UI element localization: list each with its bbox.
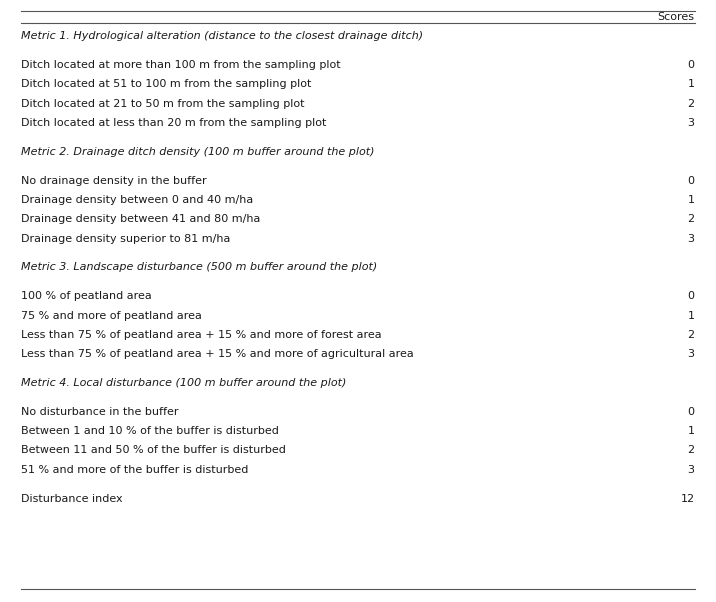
Text: 2: 2 — [687, 99, 695, 109]
Text: 0: 0 — [687, 407, 695, 417]
Text: 2: 2 — [687, 214, 695, 225]
Text: 2: 2 — [687, 330, 695, 340]
Text: Disturbance index: Disturbance index — [21, 494, 123, 504]
Text: 3: 3 — [687, 465, 695, 475]
Text: Drainage density between 41 and 80 m/ha: Drainage density between 41 and 80 m/ha — [21, 214, 261, 225]
Text: 100 % of peatland area: 100 % of peatland area — [21, 291, 153, 302]
Text: Less than 75 % of peatland area + 15 % and more of forest area: Less than 75 % of peatland area + 15 % a… — [21, 330, 382, 340]
Text: 75 % and more of peatland area: 75 % and more of peatland area — [21, 311, 203, 321]
Text: Ditch located at less than 20 m from the sampling plot: Ditch located at less than 20 m from the… — [21, 118, 327, 128]
Text: No disturbance in the buffer: No disturbance in the buffer — [21, 407, 179, 417]
Text: Metric 3. Landscape disturbance (500 m buffer around the plot): Metric 3. Landscape disturbance (500 m b… — [21, 262, 378, 273]
Text: Less than 75 % of peatland area + 15 % and more of agricultural area: Less than 75 % of peatland area + 15 % a… — [21, 349, 415, 359]
Text: Metric 4. Local disturbance (100 m buffer around the plot): Metric 4. Local disturbance (100 m buffe… — [21, 378, 347, 388]
Text: Scores: Scores — [657, 12, 695, 22]
Text: Ditch located at 51 to 100 m from the sampling plot: Ditch located at 51 to 100 m from the sa… — [21, 79, 312, 90]
Text: 51 % and more of the buffer is disturbed: 51 % and more of the buffer is disturbed — [21, 465, 249, 475]
Text: 1: 1 — [687, 311, 695, 321]
Text: 0: 0 — [687, 176, 695, 186]
Text: Drainage density superior to 81 m/ha: Drainage density superior to 81 m/ha — [21, 234, 231, 244]
Text: 3: 3 — [687, 234, 695, 244]
Text: Drainage density between 0 and 40 m/ha: Drainage density between 0 and 40 m/ha — [21, 195, 253, 205]
Text: 3: 3 — [687, 118, 695, 128]
Text: Ditch located at 21 to 50 m from the sampling plot: Ditch located at 21 to 50 m from the sam… — [21, 99, 305, 109]
Text: 1: 1 — [687, 195, 695, 205]
Text: 1: 1 — [687, 426, 695, 436]
Text: 12: 12 — [680, 494, 695, 504]
Text: Metric 1. Hydrological alteration (distance to the closest drainage ditch): Metric 1. Hydrological alteration (dista… — [21, 31, 424, 42]
Text: Ditch located at more than 100 m from the sampling plot: Ditch located at more than 100 m from th… — [21, 60, 341, 70]
Text: Between 11 and 50 % of the buffer is disturbed: Between 11 and 50 % of the buffer is dis… — [21, 445, 286, 456]
Text: 0: 0 — [687, 291, 695, 302]
Text: 2: 2 — [687, 445, 695, 456]
Text: 0: 0 — [687, 60, 695, 70]
Text: No drainage density in the buffer: No drainage density in the buffer — [21, 176, 207, 186]
Text: Between 1 and 10 % of the buffer is disturbed: Between 1 and 10 % of the buffer is dist… — [21, 426, 279, 436]
Text: Metric 2. Drainage ditch density (100 m buffer around the plot): Metric 2. Drainage ditch density (100 m … — [21, 147, 375, 157]
Text: 3: 3 — [687, 349, 695, 359]
Text: 1: 1 — [687, 79, 695, 90]
